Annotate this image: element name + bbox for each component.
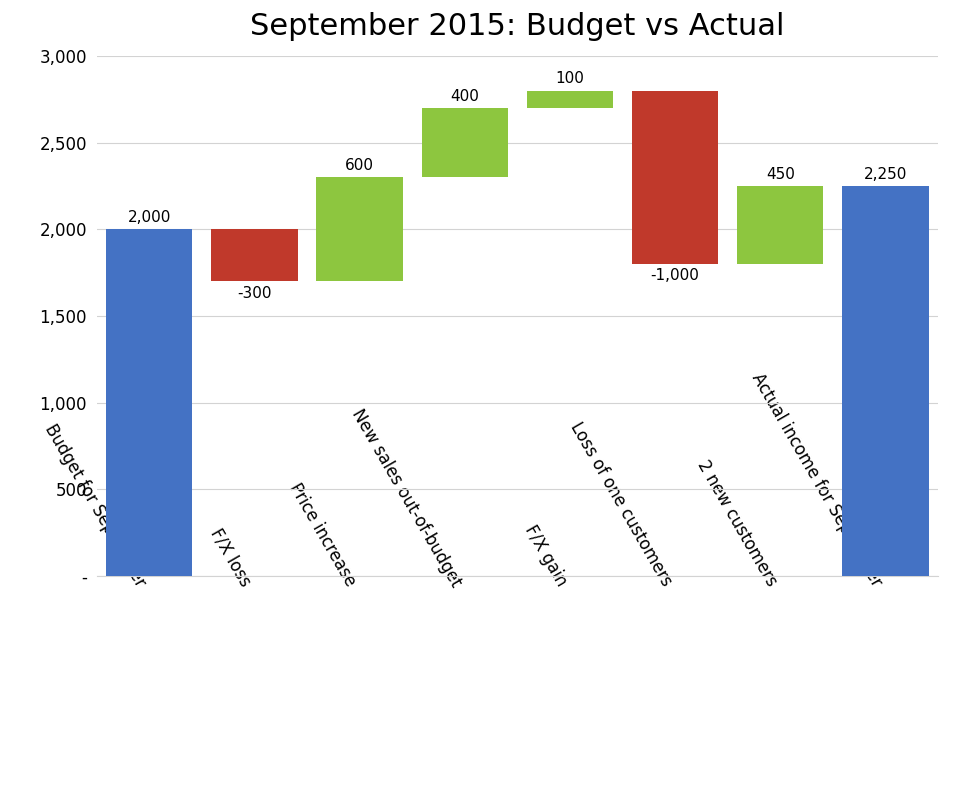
Text: 450: 450	[766, 166, 795, 182]
Bar	[316, 178, 402, 282]
Bar	[212, 230, 298, 282]
Bar	[422, 108, 508, 178]
Text: 2,000: 2,000	[128, 210, 171, 225]
Text: -300: -300	[237, 286, 272, 301]
Text: 2,250: 2,250	[864, 166, 907, 182]
Bar	[842, 186, 928, 576]
Text: 400: 400	[451, 89, 480, 104]
Bar	[106, 230, 192, 576]
Bar	[632, 90, 718, 264]
Bar	[737, 186, 823, 264]
Text: 600: 600	[345, 158, 374, 173]
Text: 100: 100	[555, 71, 584, 86]
Title: September 2015: Budget vs Actual: September 2015: Budget vs Actual	[250, 12, 784, 41]
Text: -1,000: -1,000	[651, 268, 699, 283]
Bar	[527, 90, 613, 108]
